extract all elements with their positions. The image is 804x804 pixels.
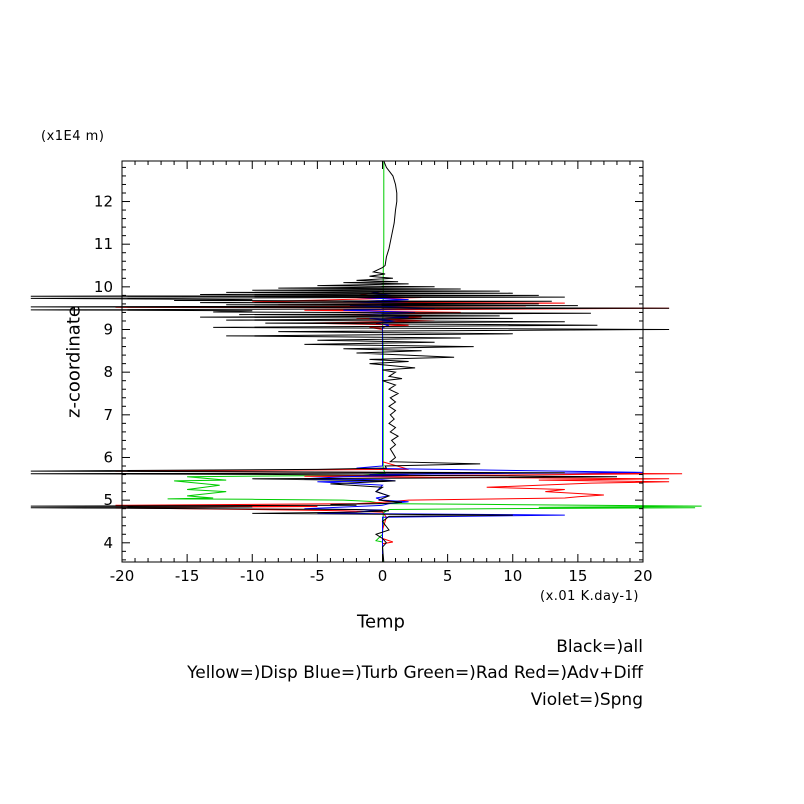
y-tick-label: 10 [94,278,113,296]
ticks-layer [121,161,644,562]
y-tick-label: 11 [94,235,113,253]
x-unit-label: (x.01 K.day-1) [540,589,639,604]
x-tick-label: -15 [175,567,200,585]
x-tick-label: -20 [110,567,135,585]
x-axis-label: Temp [357,611,405,633]
legend-line-3: Violet=)Spng [530,690,643,710]
tick-labels: -20 -15 -10 -5 0 5 10 15 20 4 5 6 7 8 9 10 11 12 [94,193,653,585]
series-line-adv-diff [115,290,683,562]
y-tick-label: 5 [103,491,113,509]
x-tick-label: -5 [310,567,325,585]
series-line-turb [304,290,644,562]
y-tick-label: 8 [103,363,113,381]
legend-line-1: Black=)all [556,637,643,657]
series-line-rad [167,161,702,563]
y-tick-label: 4 [103,534,113,552]
legend-line-2: Yellow=)Disp Blue=)Turb Green=)Rad Red=)… [187,663,643,683]
x-tick-label: 5 [443,567,453,585]
y-tick-label: 12 [94,193,113,211]
x-tick-label: -10 [240,567,265,585]
y-tick-label: 6 [103,448,113,466]
y-unit-label: (x1E4 m) [41,129,105,144]
x-tick-label: 15 [568,567,587,585]
y-tick-label: 9 [103,321,113,339]
x-tick-label: 10 [503,567,522,585]
series-layer [30,160,702,563]
x-tick-label: 20 [633,567,652,585]
series-line-all [30,160,670,563]
x-tick-label: 0 [378,567,388,585]
y-tick-label: 7 [103,406,113,424]
y-axis-label: z-coordinate [63,306,85,418]
